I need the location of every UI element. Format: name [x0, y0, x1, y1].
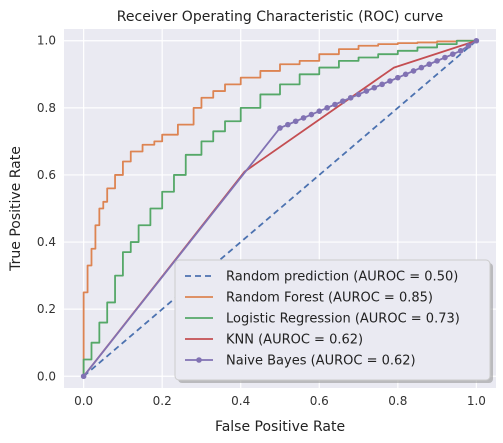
legend-entry: KNN (AUROC = 0.62) [226, 333, 363, 348]
legend-box [174, 259, 491, 381]
x-tick-label: 0.0 [74, 394, 93, 408]
series-point-4 [324, 105, 330, 111]
y-tick-label: 0.4 [37, 235, 56, 249]
series-point-4 [347, 94, 354, 101]
x-tick-label: 0.8 [388, 394, 407, 408]
y-tick-label: 0.0 [37, 369, 56, 383]
legend-entry: Random prediction (AUROC = 0.50) [226, 270, 458, 285]
series-point-4 [340, 98, 346, 104]
series-point-4 [308, 111, 315, 118]
tick-labels: 0.0 0.2 0.4 0.6 0.8 1.0 0.0 0.2 0.4 0.6 0.8 1.0 [37, 34, 486, 408]
series-point-4 [434, 58, 440, 64]
series-line-1 [82, 39, 477, 377]
chart-title: Receiver Operating Characteristic (ROC) … [117, 9, 443, 25]
series-point-4 [450, 51, 456, 57]
series-point-4 [379, 81, 385, 88]
series-point-4 [332, 101, 338, 108]
series-point-4 [457, 48, 464, 54]
y-tick-label: 0.2 [37, 302, 56, 316]
x-tick-label: 1.0 [467, 394, 486, 408]
series-point-4 [387, 78, 393, 84]
legend-entry: Random Forest (AUROC = 0.85) [226, 291, 433, 306]
series-point-4 [426, 61, 433, 68]
y-tick-label: 0.6 [37, 168, 56, 182]
series-point-4 [292, 118, 299, 125]
x-tick-label: 0.6 [310, 394, 329, 408]
legend-marker [196, 357, 202, 363]
series-point-4 [473, 37, 480, 44]
series-point-4 [465, 42, 472, 49]
series-point-4 [300, 115, 307, 121]
y-tick-label: 1.0 [37, 34, 56, 48]
series-point-4 [80, 373, 87, 380]
series-point-4 [410, 68, 417, 74]
legend-entry: Naive Bayes (AUROC = 0.62) [226, 354, 416, 369]
series-point-4 [285, 121, 291, 128]
y-tick-label: 0.8 [37, 101, 56, 115]
series-point-4 [371, 84, 378, 91]
legend-entry: Logistic Regression (AUROC = 0.73) [226, 312, 460, 327]
series-line-0 [83, 40, 477, 377]
x-axis-label: False Positive Rate [215, 419, 345, 435]
series-point-4 [402, 71, 409, 78]
series-point-4 [442, 54, 448, 61]
y-axis-label: True Positive Rate [8, 146, 24, 272]
series-line-2 [82, 39, 477, 377]
series-point-4 [363, 88, 370, 94]
x-tick-label: 0.4 [231, 394, 250, 408]
series-point-4 [418, 64, 425, 71]
legend: Random prediction (AUROC = 0.50) Random F… [174, 259, 493, 383]
series-point-4 [277, 125, 283, 131]
series-point-4 [395, 74, 401, 81]
x-tick-label: 0.2 [153, 394, 172, 408]
series-point-4 [316, 108, 323, 115]
series-group [80, 37, 480, 380]
series-point-4 [355, 91, 362, 98]
